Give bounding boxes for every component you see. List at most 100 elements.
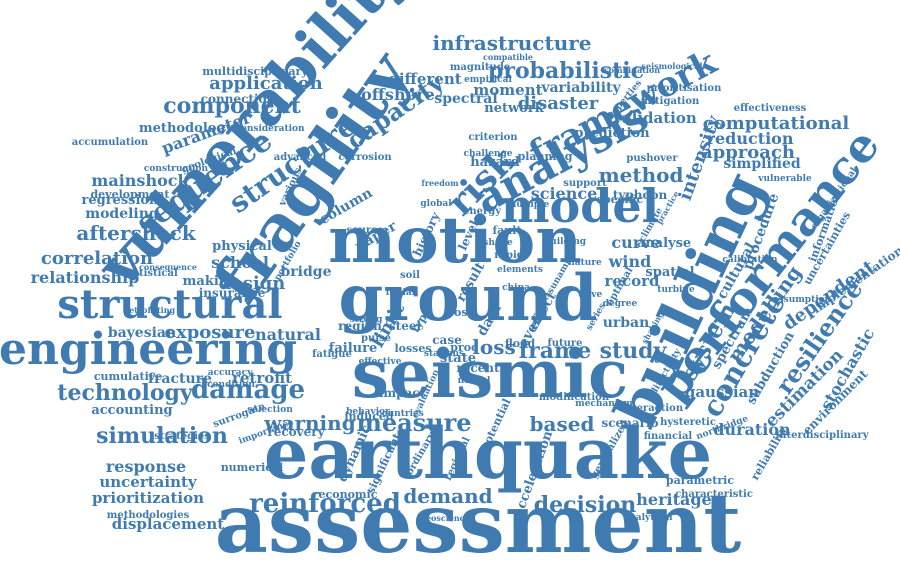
cloud-word-component: component — [163, 93, 301, 119]
cloud-word-typhoon: typhoon — [613, 188, 668, 202]
cloud-word-decision: decision — [534, 492, 637, 518]
cloud-word-freedom: freedom — [421, 178, 459, 188]
cloud-word-variability: variability — [540, 80, 621, 96]
cloud-word-cost: cost — [447, 306, 473, 319]
cloud-word-spatial: spatial — [645, 265, 694, 280]
cloud-word-design: design — [219, 273, 286, 294]
cloud-word-flood: flood — [505, 337, 536, 350]
cloud-word-recent: recent — [456, 361, 500, 375]
cloud-word-based: based — [530, 412, 595, 436]
cloud-word-construction: construction — [144, 164, 209, 174]
cloud-word-steel: steel — [389, 319, 422, 333]
cloud-word-bayesian: bayesian — [108, 325, 176, 341]
cloud-word-selection: selection — [247, 405, 293, 415]
cloud-word-countries: countries — [376, 409, 424, 419]
cloud-word-application: application — [209, 73, 322, 94]
cloud-word-simulation: simulation — [96, 423, 228, 449]
cloud-word-aftershock: aftershock — [76, 221, 196, 245]
cloud-word-mitigation: mitigation — [641, 96, 700, 107]
cloud-word-science: science — [531, 184, 598, 203]
cloud-word-analyse: analyse — [637, 236, 691, 251]
cloud-word-model: model — [501, 179, 659, 233]
cloud-word-strong: strong — [350, 315, 384, 325]
cloud-word-retrofit: retrofit — [232, 369, 292, 387]
cloud-word-duration: duration — [713, 420, 791, 439]
cloud-word-development: development — [90, 188, 170, 201]
cloud-word-prioritisation: prioritisation — [647, 83, 722, 94]
cloud-word-methodology: methodology — [139, 121, 234, 136]
cloud-word-losses: losses — [394, 342, 431, 355]
cloud-word-study: study — [600, 338, 668, 364]
cloud-word-analytical: analytical — [623, 513, 673, 523]
cloud-word-energy: energy — [463, 206, 502, 217]
cloud-word-nature: nature — [568, 258, 602, 268]
cloud-word-degree: degree — [603, 299, 638, 309]
cloud-word-cumulative: cumulative — [94, 370, 162, 383]
cloud-word-vulnerable: vulnerable — [757, 174, 812, 184]
cloud-word-relationship: relationship — [31, 268, 140, 287]
cloud-word-geoscience: geoscience — [420, 513, 469, 523]
cloud-word-record: record — [605, 272, 660, 290]
cloud-word-network: network — [484, 101, 544, 116]
cloud-word-case: case — [432, 333, 462, 347]
cloud-word-numerical: numerical — [221, 461, 284, 474]
cloud-word-engineering: engineering — [0, 324, 297, 375]
cloud-word-structural: structural — [57, 281, 282, 328]
cloud-word-condition: condition — [207, 380, 255, 390]
cloud-word-multidisciplinary: multidisciplinary — [202, 65, 308, 78]
cloud-word-reinforced: reinforced — [249, 489, 401, 519]
cloud-word-economic: economic — [319, 488, 378, 501]
cloud-word-assessment: assessment — [215, 476, 742, 567]
cloud-word-modification: modification — [539, 392, 610, 403]
cloud-word-displacement: displacement — [112, 515, 225, 533]
cloud-word-response: response — [106, 457, 186, 476]
cloud-word-italian: italian — [386, 288, 419, 298]
cloud-word-shape: shape — [483, 238, 513, 248]
cloud-word-seismological: seismological — [641, 61, 702, 71]
cloud-word-soil: soil — [400, 270, 420, 281]
cloud-word-source: source — [346, 225, 383, 236]
cloud-word-pushover: pushover — [626, 153, 678, 164]
cloud-word-accuracy: accuracy — [208, 368, 253, 378]
cloud-word-exposure: exposure — [165, 322, 256, 343]
cloud-word-surrogate: surrogate — [212, 401, 267, 430]
cloud-word-criterion: criterion — [468, 132, 518, 143]
cloud-word-advanced: advanced — [274, 152, 326, 163]
cloud-word-specific: specific — [597, 193, 644, 206]
cloud-word-probabilistic: probabilistic — [488, 58, 644, 84]
cloud-word-stations: stations — [424, 349, 464, 359]
cloud-word-uncertainty: uncertainty — [99, 473, 198, 491]
cloud-word-rapid: rapid — [494, 250, 524, 261]
cloud-word-method: method — [599, 163, 684, 187]
cloud-word-prediction: prediction — [574, 126, 650, 141]
cloud-word-heritage: heritage — [636, 490, 711, 509]
cloud-word-interdisciplinary: interdisciplinary — [775, 430, 869, 441]
cloud-word-insurance: insurance — [199, 286, 266, 300]
cloud-word-simplified: simplified — [723, 156, 801, 172]
cloud-word-mechanism: mechanism — [575, 399, 633, 409]
cloud-word-ground: ground — [339, 261, 598, 336]
cloud-word-disaster: disaster — [518, 93, 599, 114]
cloud-word-consequence: consequence — [139, 262, 197, 272]
cloud-word-gaussian: gaussian — [685, 383, 759, 401]
cloud-word-urban: urban — [603, 315, 650, 331]
cloud-word-failure: failure — [329, 341, 377, 356]
cloud-word-bridge: bridge — [281, 264, 332, 280]
cloud-word-characteristic: characteristic — [675, 489, 753, 500]
cloud-word-magnitude: magnitude — [450, 62, 510, 73]
cloud-word-china: china — [502, 283, 530, 293]
cloud-word-effectiveness: effectiveness — [734, 103, 807, 114]
cloud-word-spectral: spectral — [434, 91, 497, 107]
cloud-word-connection: connection — [201, 92, 276, 106]
cloud-word-strategies: strategies — [154, 431, 210, 442]
cloud-word-accumulation: accumulation — [72, 137, 149, 148]
cloud-word-damage: damage — [191, 375, 305, 405]
cloud-word-parametric: parametric — [666, 474, 734, 487]
cloud-word-moment: moment — [473, 81, 542, 99]
cloud-word-global: global — [420, 199, 452, 209]
cloud-word-earthquake: earthquake — [264, 412, 712, 495]
cloud-word-support: support — [563, 178, 607, 189]
cloud-word-accounting: accounting — [91, 403, 172, 418]
cloud-word-technology: technology — [57, 380, 194, 406]
